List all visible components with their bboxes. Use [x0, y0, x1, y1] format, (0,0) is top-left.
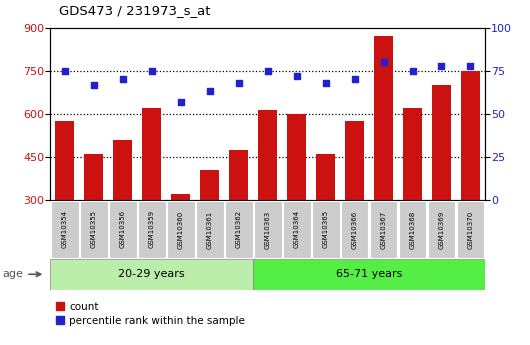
Bar — [56, 121, 74, 200]
Bar — [432, 85, 451, 200]
Bar — [113, 140, 132, 200]
Text: GSM10369: GSM10369 — [438, 210, 445, 248]
Bar — [287, 114, 306, 200]
Bar — [254, 201, 281, 258]
Point — [437, 63, 446, 68]
Point — [234, 80, 243, 86]
Bar — [428, 201, 455, 258]
Bar — [253, 259, 485, 290]
Text: GSM10370: GSM10370 — [467, 210, 473, 248]
Bar — [316, 154, 335, 200]
Point — [147, 68, 156, 73]
Bar — [109, 201, 137, 258]
Bar — [229, 150, 248, 200]
Bar — [403, 108, 422, 200]
Text: GSM10363: GSM10363 — [264, 210, 271, 248]
Text: GSM10359: GSM10359 — [149, 210, 155, 248]
Text: GSM10361: GSM10361 — [207, 210, 213, 248]
Text: GSM10367: GSM10367 — [381, 210, 386, 248]
Text: GSM10356: GSM10356 — [120, 210, 126, 248]
Text: GSM10355: GSM10355 — [91, 210, 97, 248]
Bar — [50, 259, 253, 290]
Bar — [225, 201, 253, 258]
Bar — [456, 201, 484, 258]
Point — [321, 80, 330, 86]
Bar — [312, 201, 340, 258]
Point — [466, 63, 475, 68]
Bar — [80, 201, 108, 258]
Point — [293, 73, 301, 79]
Bar — [84, 154, 103, 200]
Bar — [143, 108, 161, 200]
Point — [60, 68, 69, 73]
Text: GSM10368: GSM10368 — [410, 210, 416, 248]
Point — [408, 68, 417, 73]
Text: GDS473 / 231973_s_at: GDS473 / 231973_s_at — [59, 4, 210, 17]
Bar — [138, 201, 166, 258]
Text: GSM10364: GSM10364 — [294, 210, 299, 248]
Bar — [196, 201, 224, 258]
Text: GSM10360: GSM10360 — [178, 210, 184, 248]
Bar — [345, 121, 364, 200]
Text: GSM10362: GSM10362 — [236, 210, 242, 248]
Bar — [171, 194, 190, 200]
Bar — [282, 201, 311, 258]
Bar — [341, 201, 368, 258]
Bar — [167, 201, 195, 258]
Text: age: age — [3, 269, 41, 279]
Point — [350, 77, 359, 82]
Bar — [399, 201, 427, 258]
Bar — [369, 201, 398, 258]
Point — [119, 77, 127, 82]
Point — [176, 99, 185, 105]
Bar — [374, 36, 393, 200]
Point — [206, 89, 214, 94]
Text: GSM10354: GSM10354 — [62, 210, 68, 248]
Text: GSM10366: GSM10366 — [351, 210, 358, 248]
Point — [90, 82, 98, 87]
Text: 20-29 years: 20-29 years — [118, 269, 185, 279]
Text: 65-71 years: 65-71 years — [336, 269, 402, 279]
Point — [379, 59, 388, 65]
Legend: count, percentile rank within the sample: count, percentile rank within the sample — [56, 302, 245, 326]
Bar — [461, 71, 480, 200]
Bar — [51, 201, 79, 258]
Bar — [200, 170, 219, 200]
Text: GSM10365: GSM10365 — [323, 210, 329, 248]
Point — [263, 68, 272, 73]
Bar — [258, 109, 277, 200]
